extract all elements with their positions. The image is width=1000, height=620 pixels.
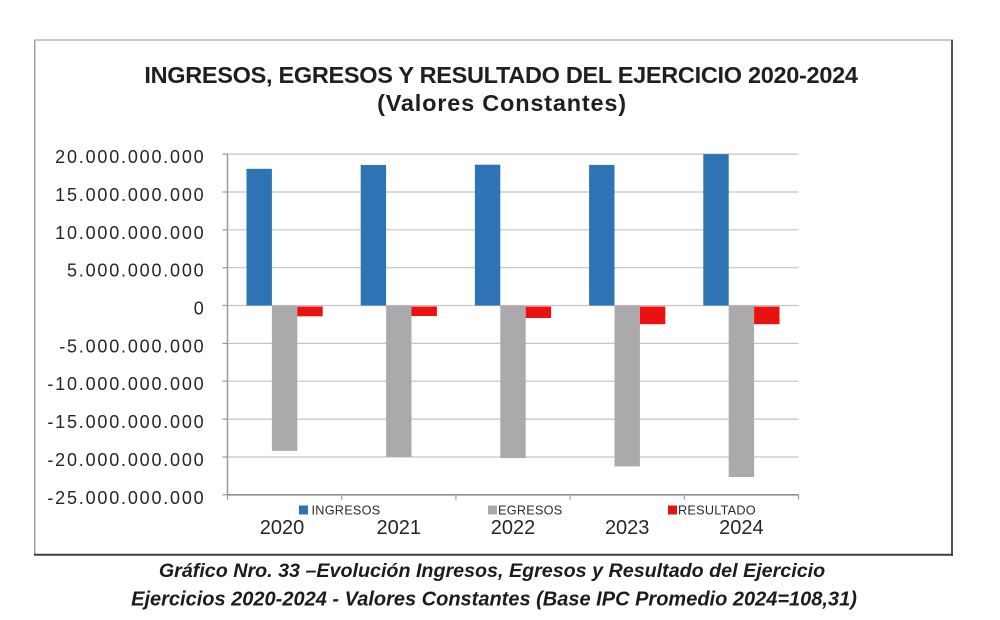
- svg-text:-10.000.000.000: -10.000.000.000: [47, 374, 205, 394]
- svg-text:-25.000.000.000: -25.000.000.000: [47, 488, 205, 508]
- svg-text:2021: 2021: [377, 517, 422, 539]
- svg-text:15.000.000.000: 15.000.000.000: [55, 185, 205, 205]
- svg-text:20.000.000.000: 20.000.000.000: [55, 147, 205, 167]
- svg-text:RESULTADO: RESULTADO: [678, 504, 756, 518]
- svg-text:-15.000.000.000: -15.000.000.000: [47, 412, 205, 432]
- svg-text:10.000.000.000: 10.000.000.000: [55, 223, 205, 243]
- svg-text:2023: 2023: [605, 517, 650, 539]
- svg-text:Ejercicios 2020-2024 - Valores: Ejercicios 2020-2024 - Valores Constante…: [131, 589, 857, 611]
- svg-text:EGRESOS: EGRESOS: [498, 504, 563, 518]
- svg-text:-20.000.000.000: -20.000.000.000: [47, 450, 205, 470]
- svg-text:(Valores Constantes): (Valores Constantes): [377, 90, 627, 116]
- svg-text:-5.000.000.000: -5.000.000.000: [59, 336, 205, 356]
- svg-text:INGRESOS, EGRESOS Y RESULTADO: INGRESOS, EGRESOS Y RESULTADO DEL EJERCI…: [144, 62, 857, 88]
- svg-text:2020: 2020: [260, 517, 305, 539]
- svg-text:0: 0: [194, 299, 206, 319]
- svg-text:2022: 2022: [491, 517, 536, 539]
- svg-text:INGRESOS: INGRESOS: [312, 504, 381, 518]
- svg-text:Gráfico Nro. 33 –Evolución Ing: Gráfico Nro. 33 –Evolución Ingresos, Egr…: [159, 560, 825, 582]
- svg-text:2024: 2024: [719, 517, 764, 539]
- svg-text:5.000.000.000: 5.000.000.000: [67, 261, 206, 281]
